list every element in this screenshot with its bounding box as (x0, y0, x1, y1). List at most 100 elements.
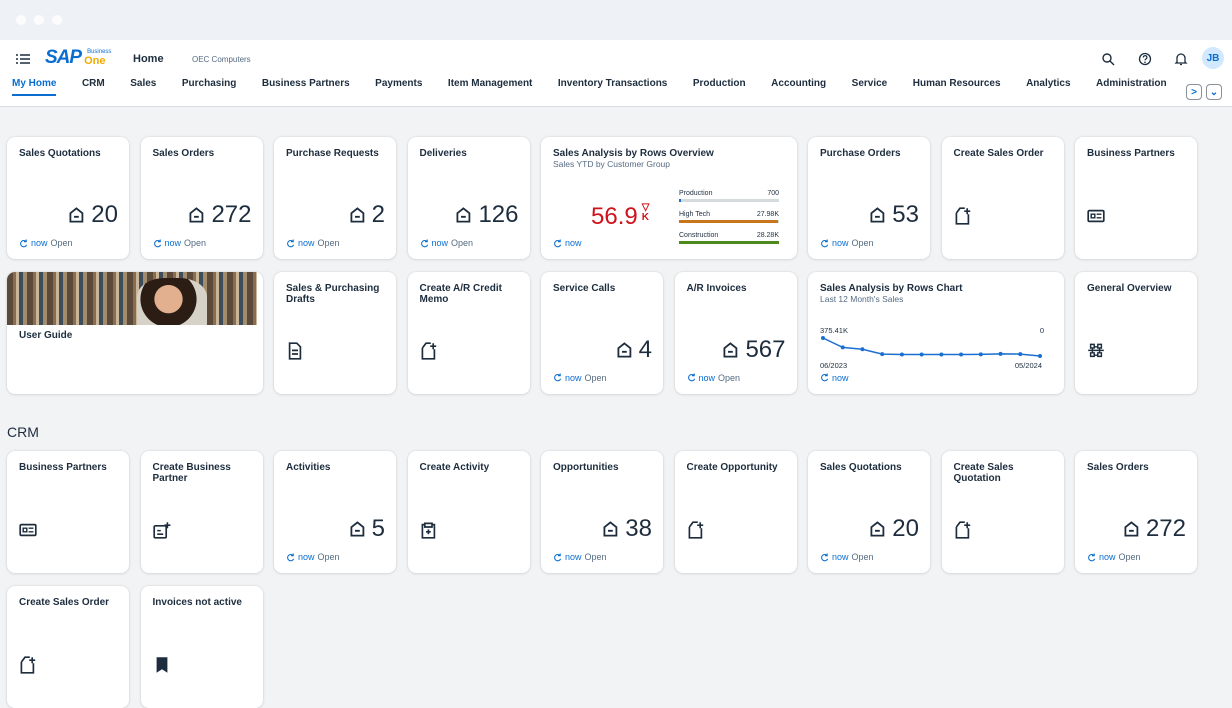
tile-title: Purchase Requests (286, 148, 379, 159)
tile[interactable]: Create A/R Credit Memo (407, 271, 530, 394)
comparison-row: High Tech 27.98K (679, 211, 779, 232)
logo[interactable]: SAP Business One (45, 47, 111, 68)
row-value: 27.98K (756, 211, 779, 218)
status: Open (184, 238, 207, 248)
shell-bar: SAP Business One Home OEC Computers JB My … (0, 40, 1232, 107)
tile-title: Create A/R Credit Memo (419, 282, 502, 305)
tile-title: Create Activity (419, 462, 490, 473)
refresh-icon (554, 552, 562, 561)
tile-title: Create Sales Order (19, 596, 110, 608)
tile-title: Create Sales Quotation (953, 462, 1014, 484)
tab[interactable]: Service (851, 78, 888, 89)
app-title: Home (133, 53, 164, 65)
tab[interactable]: Sales (130, 78, 157, 89)
tab[interactable]: Purchasing (181, 78, 237, 89)
refresh-icon (20, 238, 28, 247)
tile-icon (421, 522, 435, 539)
tile[interactable]: Sales Orders 272 now Open (1075, 451, 1197, 573)
tile-title: Business Partners (19, 462, 107, 473)
refresh-time: now (698, 372, 716, 383)
tile[interactable]: Service Calls 4 now Open (541, 271, 663, 394)
kpi-icon (870, 207, 885, 223)
photo (7, 271, 257, 325)
tile[interactable]: Create Sales Order (7, 585, 129, 708)
tile[interactable]: Opportunities 38 now Open (541, 451, 663, 573)
line-chart: 375.41K 0 06/2023 05/2024 (820, 326, 1044, 370)
tile[interactable]: Sales & Purchasing Drafts (274, 271, 396, 394)
kpi: 53 (869, 201, 919, 229)
tile-title: Create Sales Order (953, 148, 1044, 159)
tile[interactable]: Sales Orders 272 now Open (140, 137, 263, 259)
refresh-icon (153, 238, 161, 247)
tile[interactable]: Business Partners (7, 451, 129, 573)
menu-button[interactable] (16, 52, 30, 66)
tab[interactable]: My Home (12, 78, 57, 96)
tile-icon (19, 523, 37, 537)
tab[interactable]: CRM (81, 78, 105, 89)
tile-icon (1087, 209, 1105, 223)
kpi: 38 (602, 515, 652, 543)
tab[interactable]: Analytics (1026, 78, 1071, 89)
tile-icon (955, 521, 970, 539)
tile-footer: now Open (19, 238, 73, 248)
bar (679, 241, 779, 244)
point (821, 335, 825, 340)
tab[interactable]: Human Resources (912, 78, 1001, 89)
tab[interactable]: Production (692, 78, 746, 89)
kpi-icon (350, 207, 364, 223)
kpi-value: 53 (892, 201, 919, 228)
tile[interactable]: Sales Quotations 20 now Open (7, 137, 129, 259)
tile[interactable]: Purchase Orders 53 now Open (808, 137, 930, 259)
tab[interactable]: Administration (1096, 78, 1167, 89)
tile-subtitle: Sales YTD by Customer Group (553, 159, 670, 169)
kpi-icon (456, 207, 471, 223)
tile[interactable]: User Guide (7, 271, 263, 394)
tile-title: Deliveries (419, 148, 467, 159)
trend-arrow: ▽ (641, 202, 650, 213)
tile-icon (688, 521, 703, 539)
status: Open (718, 372, 741, 383)
refresh-icon (821, 373, 829, 382)
tile-title: Activities (286, 462, 331, 473)
tile[interactable]: Create Sales Quotation (941, 451, 1064, 573)
tile-title: Sales Quotations (820, 462, 902, 473)
tile[interactable]: Purchase Requests 2 now Open (274, 137, 396, 259)
tile[interactable]: Invoices not active (140, 585, 263, 708)
notifications-button[interactable] (1174, 52, 1188, 66)
tile-title: Sales Analysis by Rows Chart (820, 282, 963, 294)
scroll-right-button[interactable]: > (1186, 84, 1202, 100)
help-button[interactable] (1138, 52, 1152, 66)
tile[interactable]: Sales Quotations 20 now Open (808, 451, 930, 573)
kpi-icon (350, 521, 364, 537)
search-button[interactable] (1101, 52, 1115, 66)
tile[interactable]: Create Sales Order (941, 137, 1064, 259)
user-avatar[interactable]: JB (1202, 47, 1224, 69)
tile-footer: now Open (820, 552, 874, 562)
tab[interactable]: Business Partners (261, 78, 350, 89)
chart-label: 375.41K (820, 326, 848, 335)
tile[interactable]: Deliveries 126 now Open (407, 137, 530, 259)
point (959, 352, 964, 357)
tab[interactable]: Inventory Transactions (557, 78, 668, 89)
tile[interactable]: Sales Analysis by Rows Chart Last 12 Mont… (808, 271, 1064, 394)
page: SAP Business One Home OEC Computers JB My … (0, 15, 1232, 708)
tile[interactable]: General Overview (1075, 271, 1197, 394)
kpi-value: 4 (638, 335, 652, 363)
tab[interactable]: Accounting (771, 78, 827, 89)
tile-footer: now Open (1087, 552, 1141, 562)
tile[interactable]: Sales Analysis by Rows Overview Sales YTD… (541, 137, 797, 259)
tile[interactable]: A/R Invoices 567 now Open (674, 271, 797, 394)
tile[interactable]: Create Business Partner (140, 451, 263, 573)
tile[interactable]: Business Partners (1075, 137, 1197, 259)
tile[interactable]: Create Opportunity (674, 451, 797, 573)
kpi: 126 (455, 201, 519, 229)
tab[interactable]: Item Management (447, 78, 533, 89)
tile[interactable]: Create Activity (407, 451, 530, 573)
tile-footer: now Open (286, 552, 340, 562)
tile-title: Sales Analysis by Rows Overview (553, 148, 714, 159)
tile[interactable]: Activities 5 now Open (274, 451, 396, 573)
tile-footer: now Open (553, 373, 607, 383)
overflow-button[interactable]: ⌄ (1206, 84, 1222, 100)
tab[interactable]: Payments (375, 78, 423, 89)
tab-bar: My Home CRM Sales Purchasing Business Partne… (12, 78, 1177, 96)
